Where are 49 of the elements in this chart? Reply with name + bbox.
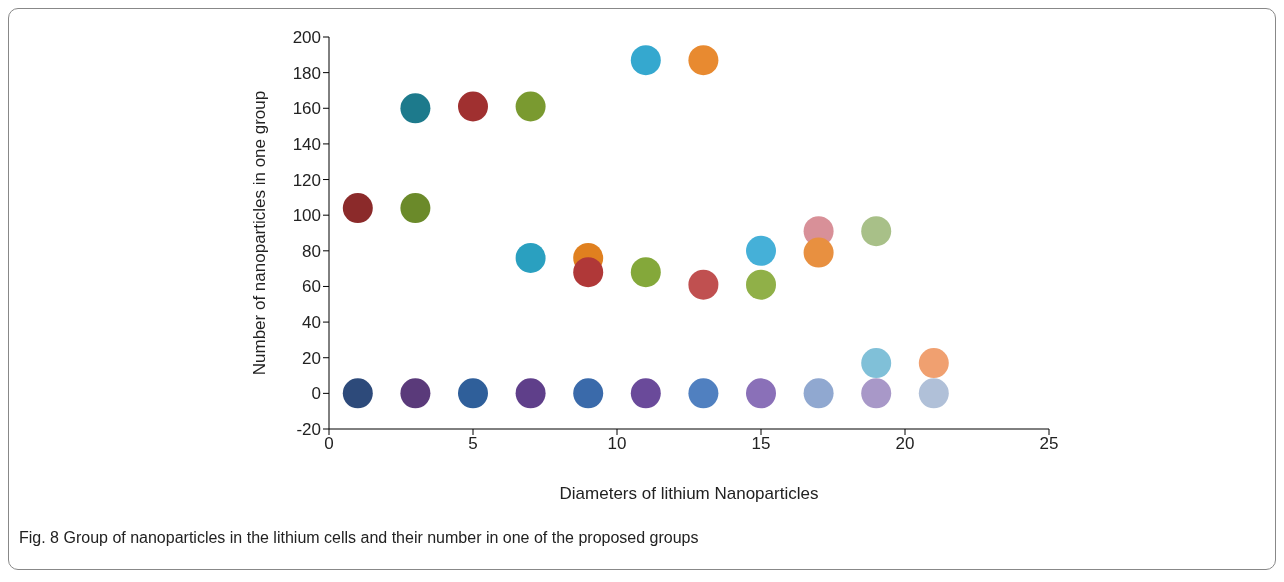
point [400,93,431,124]
y-tick-label: 20 [302,348,321,368]
x-axis-title: Diameters of lithium Nanoparticles [559,484,819,503]
point [688,378,719,409]
point [573,378,604,409]
point [515,378,546,409]
y-tick-label: 80 [302,241,321,261]
caption: Fig. 8 Group of nanoparticles in the lithium cells and their number in one of the proposed groups [19,529,699,546]
point [918,378,949,409]
point [861,216,892,247]
y-tick-label: 100 [292,206,321,226]
y-tick-label: 180 [292,63,321,83]
point [803,378,834,409]
point [515,91,546,122]
point [861,348,892,379]
point [688,45,719,76]
point [688,269,719,300]
point [918,348,949,379]
y-axis-title: Number of nanoparticles in one group [250,90,270,376]
y-tick-label: 120 [292,170,321,190]
y-tick-label: 60 [302,277,321,297]
point [746,269,776,300]
point [861,378,892,409]
point [342,193,373,224]
point [458,91,488,122]
y-tick-label: 160 [292,99,321,119]
y-tick-label: -20 [296,420,321,440]
y-tick-label: 200 [292,28,321,48]
point [630,257,661,288]
x-tick-label: 10 [607,434,627,454]
x-tick-label: 15 [751,434,771,454]
x-tick-label: 20 [895,434,915,454]
x-tick-label: 5 [468,434,478,454]
point [630,378,661,409]
point [746,378,776,409]
point [400,193,431,224]
point [746,235,776,266]
x-tick-label: 0 [324,434,334,454]
y-tick-label: 0 [311,384,321,404]
point [342,378,373,409]
x-tick-label: 25 [1039,434,1059,454]
point [515,242,546,273]
point [458,378,488,409]
point [803,237,834,268]
y-tick-label: 140 [292,134,321,154]
point [400,378,431,409]
y-tick-label: 40 [302,313,321,333]
point [573,257,604,288]
point [630,45,661,76]
